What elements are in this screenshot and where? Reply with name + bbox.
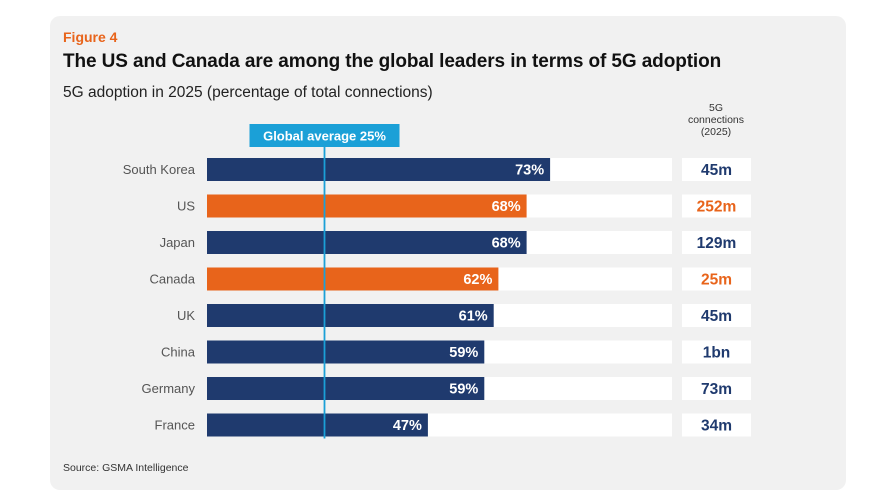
connections-value: 73m (701, 381, 732, 398)
category-label: South Korea (123, 162, 196, 177)
connections-value: 25m (701, 272, 732, 289)
category-label: UK (177, 308, 195, 323)
connections-header-line: connections (687, 114, 745, 126)
bar (207, 194, 527, 218)
bar (207, 304, 494, 327)
connections-cell (682, 340, 751, 364)
connections-cell (682, 231, 751, 254)
category-label: Germany (142, 381, 196, 396)
value-label: 68% (492, 236, 521, 252)
value-label: 73% (515, 163, 544, 179)
source-note: Source: GSMA Intelligence (63, 462, 189, 474)
connections-cell (682, 377, 751, 400)
connections-value: 252m (697, 199, 737, 216)
figure-label: Figure 4 (63, 29, 118, 45)
bar (207, 377, 485, 400)
value-label: 68% (492, 199, 521, 215)
bar (207, 340, 485, 364)
chart-title: The US and Canada are among the global l… (63, 51, 722, 72)
connections-value: 129m (697, 235, 737, 252)
connections-header-line: 5G (708, 102, 723, 114)
connections-value: 34m (701, 418, 732, 435)
category-label: China (161, 345, 196, 360)
value-label: 47% (393, 418, 422, 434)
connections-header-line: (2025) (700, 126, 732, 138)
bar (207, 267, 499, 291)
connections-cell (682, 194, 751, 218)
category-label: Japan (160, 235, 195, 250)
category-label: France (155, 418, 195, 433)
bar (207, 231, 527, 254)
connections-value: 45m (701, 308, 732, 325)
category-label: US (177, 199, 195, 214)
bar (207, 158, 551, 181)
value-label: 59% (449, 382, 478, 398)
connections-cell (682, 304, 751, 327)
value-label: 62% (463, 272, 492, 288)
connections-cell (682, 267, 751, 291)
global-average-label: Global average 25% (263, 129, 386, 144)
connections-header: 5G connections (2025) (676, 102, 756, 138)
category-label: Canada (149, 272, 195, 287)
bar (207, 413, 428, 437)
value-label: 61% (459, 309, 488, 325)
connections-cell (682, 413, 751, 437)
connections-cell (682, 158, 751, 181)
global-average-badge (249, 124, 400, 147)
connections-value: 45m (701, 162, 732, 179)
connections-value: 1bn (703, 345, 731, 362)
chart-subtitle: 5G adoption in 2025 (percentage of total… (63, 84, 433, 101)
value-label: 59% (449, 345, 478, 361)
